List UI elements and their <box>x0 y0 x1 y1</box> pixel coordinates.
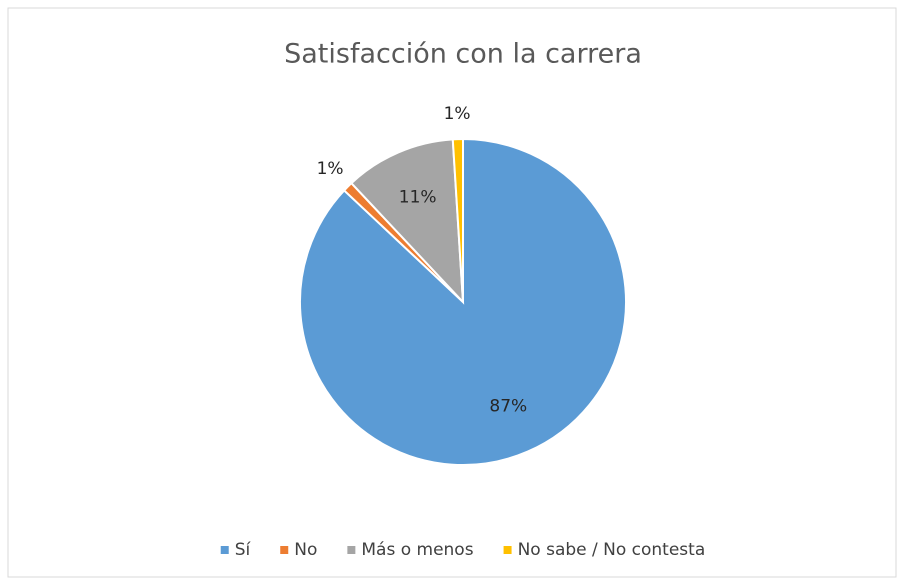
pie-slice <box>451 137 464 303</box>
data-label: 1% <box>444 104 471 124</box>
legend-swatch <box>503 546 512 554</box>
legend-swatch <box>280 546 289 554</box>
chart-title: Satisfacción con la carrera <box>284 39 642 70</box>
legend-swatch <box>220 546 229 554</box>
legend-label: Sí <box>235 540 252 560</box>
legend-label: Más o menos <box>361 540 473 560</box>
data-label: 1% <box>317 159 344 179</box>
data-label: 11% <box>399 187 437 207</box>
legend-label: No <box>294 540 317 560</box>
legend-swatch <box>347 546 356 554</box>
legend-label: No sabe / No contesta <box>518 540 706 560</box>
data-label: 87% <box>489 397 527 417</box>
pie-slice <box>350 138 465 305</box>
